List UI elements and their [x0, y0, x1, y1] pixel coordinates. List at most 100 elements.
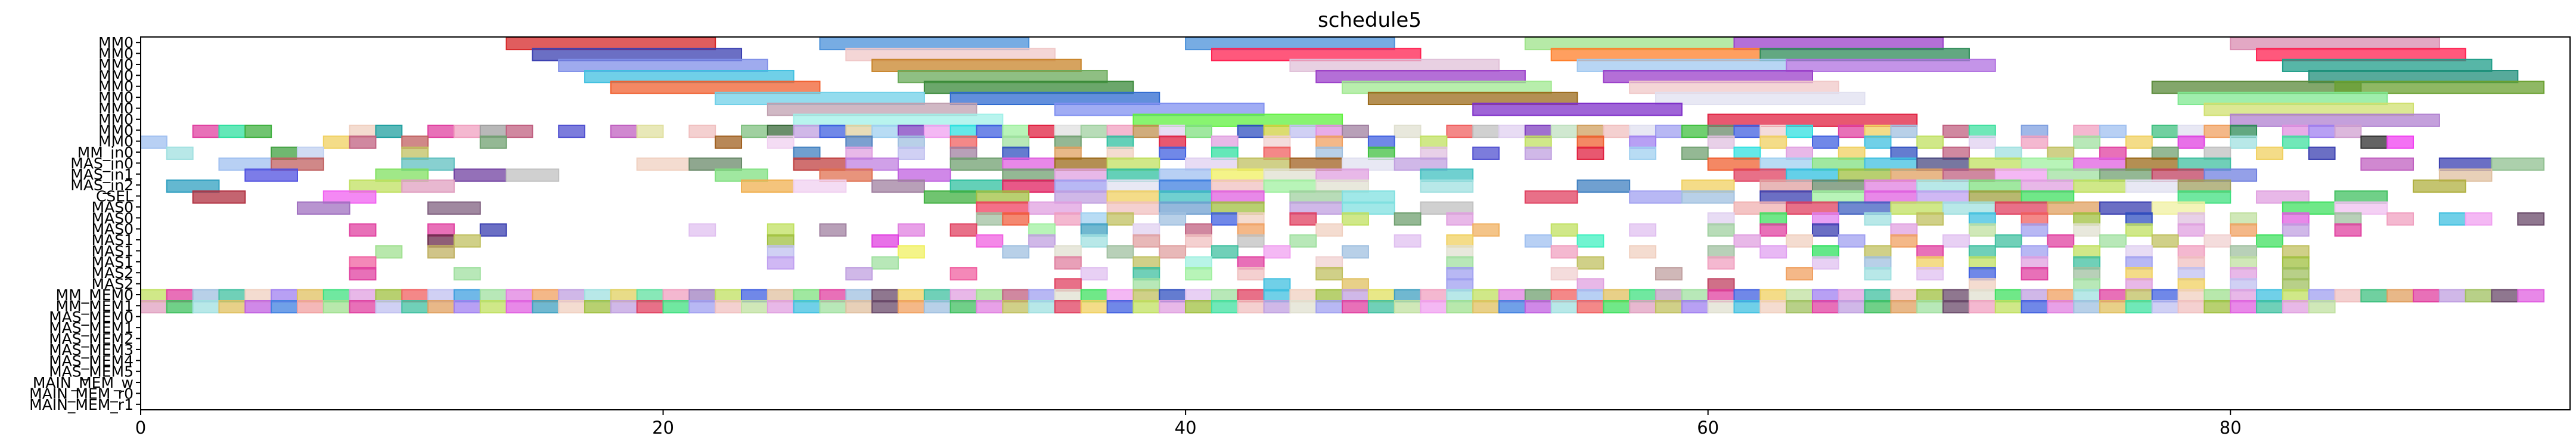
task-bar [2177, 278, 2205, 292]
task-bar [2256, 300, 2283, 314]
x-tick-label: 60 [1697, 418, 1719, 438]
task-bar [1054, 289, 1082, 302]
task-bar [2256, 146, 2283, 160]
task-bar [1159, 289, 1187, 302]
task-bar [898, 300, 925, 314]
task-bar [741, 124, 768, 138]
y-tick-label: MAS2 [92, 264, 134, 282]
task-bar [871, 300, 899, 314]
task-bar [1106, 157, 1160, 171]
task-bar [2125, 256, 2153, 270]
task-bar [140, 300, 167, 314]
task-bar [1159, 201, 1212, 215]
task-bar [2073, 135, 2101, 149]
task-bar [741, 179, 794, 193]
task-bars [140, 36, 2545, 314]
task-bar [2021, 289, 2049, 302]
task-bar [1811, 190, 1866, 204]
task-bar [1289, 124, 1317, 138]
task-bar [1916, 245, 1944, 259]
task-bar [2021, 190, 2075, 204]
task-bar [2203, 146, 2232, 160]
task-bar [2282, 124, 2310, 138]
task-bar [1054, 146, 1082, 160]
task-bar [1263, 146, 1291, 160]
task-bar [1864, 190, 1918, 204]
task-bar [2021, 179, 2075, 193]
task-bar [1786, 146, 1813, 160]
task-bar [1106, 190, 1160, 204]
task-bar [1629, 223, 1657, 237]
task-bar [1054, 300, 1082, 314]
task-bar [1942, 124, 1970, 138]
task-bar [192, 300, 220, 314]
task-bar [636, 157, 690, 171]
task-bar [1576, 135, 1604, 149]
task-bar [2047, 201, 2101, 215]
task-bar [218, 300, 246, 314]
task-bar [2517, 289, 2545, 302]
y-tick-label: MM_MEM1 [56, 297, 134, 314]
task-bar [1106, 135, 1134, 149]
y-tick-label: MAS_in0 [70, 154, 134, 172]
task-bar [2256, 289, 2283, 302]
task-bar [2177, 289, 2205, 302]
task-bar [2151, 124, 2179, 138]
task-bar [1185, 289, 1212, 302]
task-bar [766, 300, 794, 314]
task-bar [2334, 212, 2362, 226]
task-bar [949, 157, 1004, 171]
task-bar [2125, 245, 2153, 259]
task-bar [1550, 223, 1578, 237]
task-bar [1550, 267, 1578, 281]
task-bar [819, 36, 1030, 51]
task-bar [1994, 289, 2022, 302]
task-bar [1446, 234, 1474, 248]
task-bar [1942, 300, 1970, 314]
task-bar [1968, 223, 1996, 237]
task-bar [1811, 289, 1839, 302]
y-tick-label: MAS0 [92, 209, 134, 227]
task-bar [1289, 201, 1343, 215]
task-bar [558, 58, 768, 72]
task-bar [898, 124, 925, 138]
task-bar [1629, 81, 1839, 94]
task-bar [845, 135, 873, 149]
task-bar [1420, 300, 1448, 314]
task-bar [1524, 190, 1578, 204]
task-bar [871, 234, 899, 248]
task-bar [1446, 289, 1474, 302]
task-bar [2282, 58, 2493, 72]
task-bar [1054, 245, 1082, 259]
task-bar [479, 300, 507, 314]
task-bar [1106, 289, 1134, 302]
task-bar [1054, 157, 1108, 171]
task-bar [1080, 267, 1108, 281]
task-bar [349, 135, 377, 149]
task-bar [1342, 81, 1552, 94]
task-bar [2334, 190, 2388, 204]
task-bar [2438, 212, 2466, 226]
task-bar [1759, 124, 1787, 138]
task-bar [1342, 278, 1369, 292]
task-bar [1707, 256, 1735, 270]
task-bar [1393, 212, 1422, 226]
task-bar [1681, 289, 1709, 302]
task-bar [1786, 58, 1996, 72]
task-bar [271, 300, 298, 314]
task-bar [2203, 103, 2414, 116]
task-bar [1681, 190, 1735, 204]
task-bar [1054, 103, 1265, 116]
task-bar [1159, 124, 1187, 138]
task-bar [1185, 124, 1212, 138]
task-bar [1315, 267, 1343, 281]
task-bar [1759, 135, 1787, 149]
task-bar [2491, 289, 2519, 302]
task-bar [2360, 289, 2388, 302]
task-bar [375, 289, 403, 302]
task-bar [140, 289, 167, 302]
task-bar [1132, 256, 1160, 270]
task-bar [1759, 212, 1787, 226]
task-bar [1367, 300, 1395, 314]
